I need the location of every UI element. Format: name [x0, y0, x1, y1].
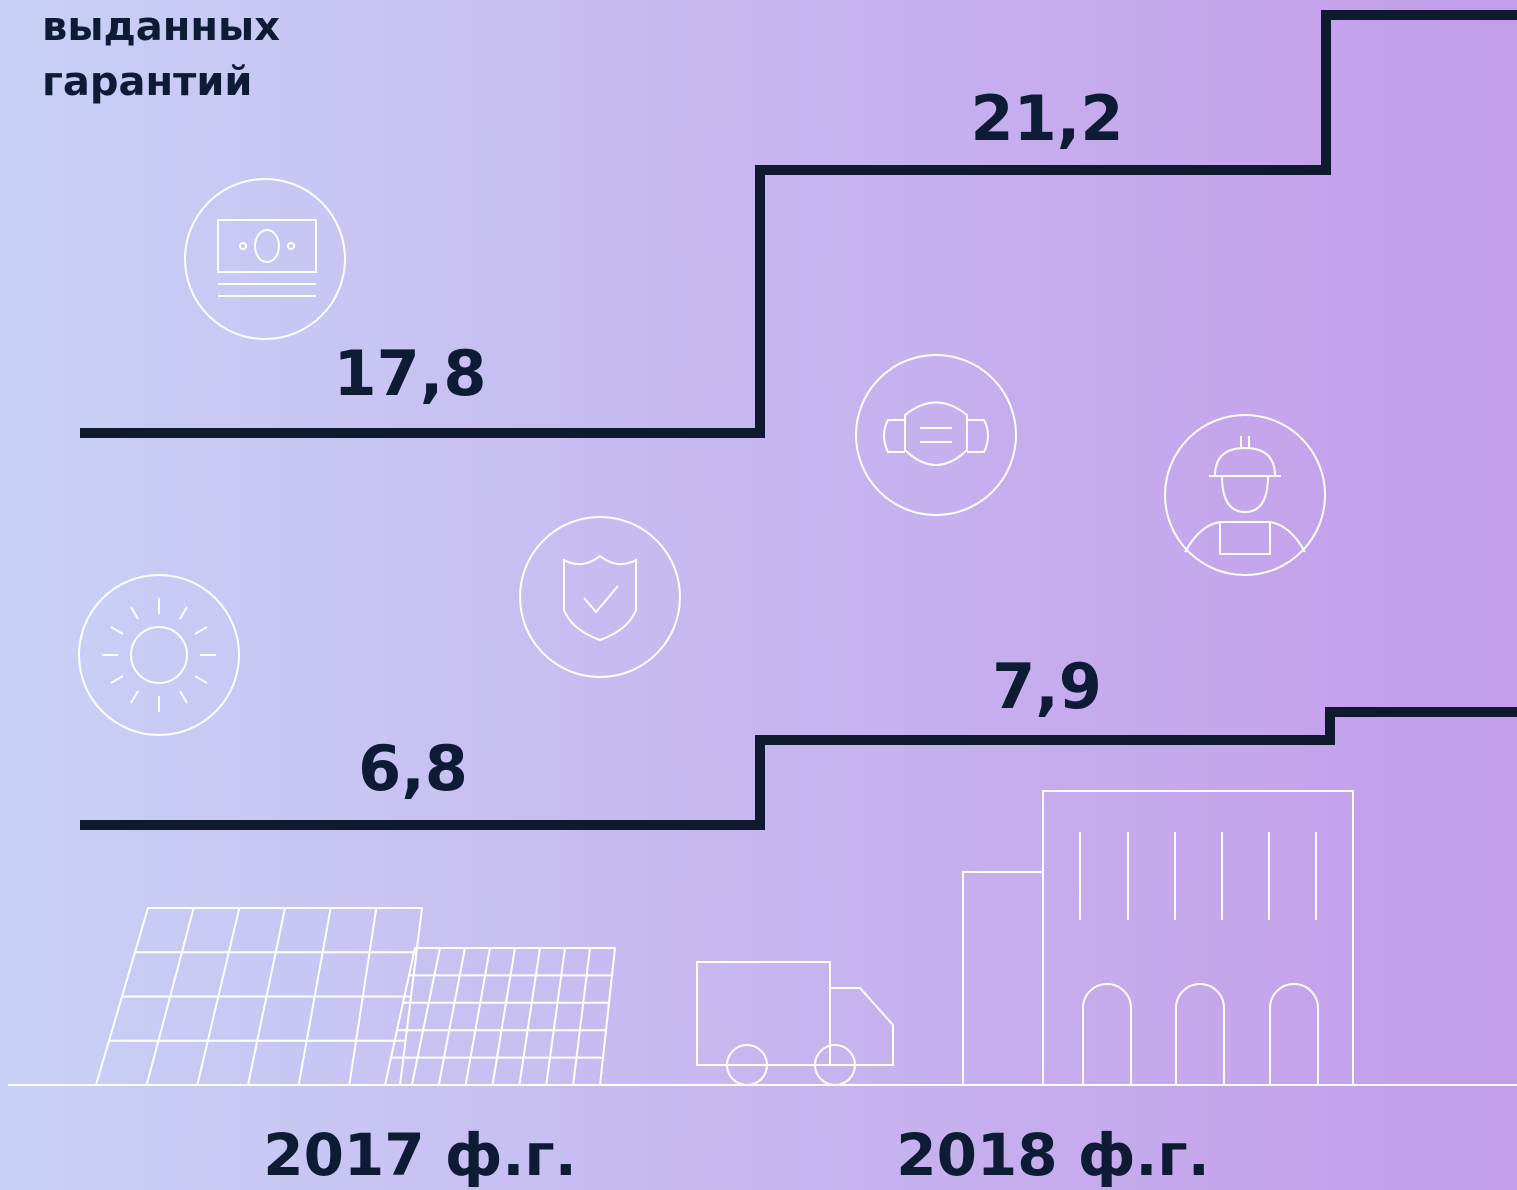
title-line: выданных	[42, 4, 280, 50]
year-label: 2017 ф.г.	[263, 1121, 577, 1189]
infographic: выданных гарантий 17,8 21,2 6,8 7,9	[0, 0, 1517, 1190]
value-label: 6,8	[358, 732, 468, 805]
value-label: 21,2	[971, 82, 1124, 155]
year-label: 2018 ф.г.	[896, 1121, 1210, 1189]
title-line: гарантий	[42, 59, 252, 105]
value-label: 17,8	[334, 337, 487, 410]
page: выданных гарантий 17,8 21,2 6,8 7,9	[0, 0, 1517, 1190]
value-label: 7,9	[992, 650, 1102, 723]
